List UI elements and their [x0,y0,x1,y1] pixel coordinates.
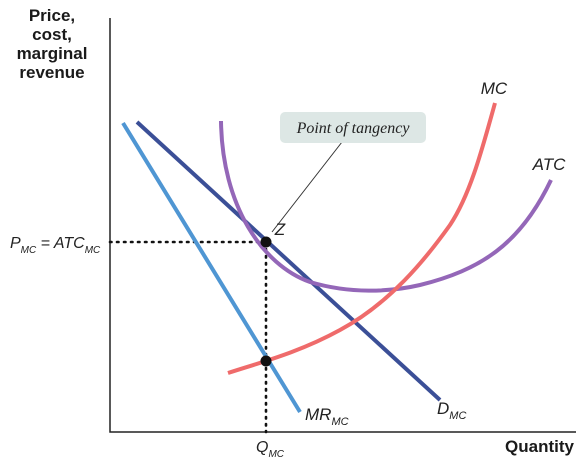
price-p: P [10,235,21,252]
price-eq: = ATC [36,235,85,252]
demand-curve [135,120,442,402]
y-axis-label: Price, cost, marginal revenue [0,6,104,82]
qty-q-sub: MC [268,449,284,460]
mr-curve [121,121,302,414]
demand-curve-label: DMC [437,399,466,422]
mr-curve-label-sub: MC [331,416,348,428]
price-atc-sub: MC [85,245,101,256]
y-axis-label-line-4: revenue [19,63,85,82]
axes [109,18,576,433]
tangency-point [260,236,272,248]
x-axis-label: Quantity [505,437,574,456]
callout-text: Point of tangency [296,120,411,137]
mr-mc-intersection-point [260,355,272,367]
callout-box [280,112,426,143]
atc-curve-label: ATC [532,155,566,174]
demand-curve-label-sub: MC [449,410,466,422]
point-z-label: Z [274,220,286,239]
mr-curve-label: MRMC [305,405,349,428]
demand-curve-label-main: D [437,399,449,418]
quantity-axis-mark: QMC [256,439,285,460]
mc-curve-label: MC [481,79,508,98]
qty-q: Q [256,439,268,456]
y-axis-label-line-3: marginal [16,44,88,63]
y-axis-label-line-2: cost, [32,25,72,44]
mc-curve [227,102,497,375]
callout-pointer [271,141,343,233]
y-axis-label-line-1: Price, [28,6,76,25]
mr-curve-label-main: MR [305,405,331,424]
atc-curve [219,120,553,293]
price-axis-mark: PMC = ATCMC [10,235,101,256]
price-p-sub: MC [21,245,37,256]
